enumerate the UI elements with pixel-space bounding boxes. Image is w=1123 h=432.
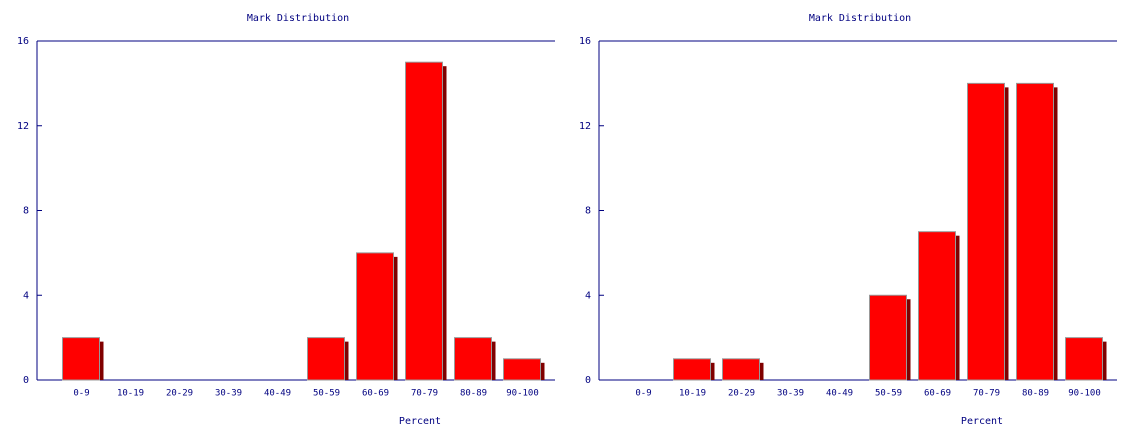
x-tick-label: 20-29 (728, 389, 755, 399)
x-axis-label: Percent (399, 416, 441, 427)
y-tick-label: 12 (579, 121, 591, 132)
x-tick-label: 60-69 (924, 389, 951, 399)
bar (454, 337, 492, 381)
y-tick-label: 12 (17, 121, 29, 132)
y-tick-label: 8 (585, 206, 591, 217)
y-tick-label: 0 (23, 375, 29, 386)
y-tick-label: 4 (585, 290, 591, 301)
x-tick-label: 80-89 (1022, 389, 1049, 399)
x-tick-label: 50-59 (875, 389, 902, 399)
y-tick-label: 16 (17, 36, 29, 47)
bar (918, 231, 956, 381)
x-tick-label: 90-100 (1068, 389, 1101, 399)
bar (405, 61, 443, 381)
bar (503, 358, 541, 381)
bar (722, 358, 760, 381)
x-tick-label: 40-49 (826, 389, 853, 399)
bar (1065, 337, 1103, 381)
x-tick-label: 30-39 (215, 389, 242, 399)
y-tick-label: 16 (579, 36, 591, 47)
bar (869, 294, 907, 381)
chart-title: Mark Distribution (247, 13, 349, 24)
y-tick-label: 8 (23, 206, 29, 217)
x-tick-label: 70-79 (973, 389, 1000, 399)
bar (356, 252, 394, 381)
x-tick-label: 90-100 (506, 389, 539, 399)
bar (307, 337, 345, 381)
x-tick-label: 30-39 (777, 389, 804, 399)
bar (673, 358, 711, 381)
x-tick-label: 50-59 (313, 389, 340, 399)
bar (62, 337, 100, 381)
bar (1016, 82, 1054, 381)
x-tick-label: 20-29 (166, 389, 193, 399)
x-tick-label: 40-49 (264, 389, 291, 399)
x-tick-label: 80-89 (460, 389, 487, 399)
y-tick-label: 0 (585, 375, 591, 386)
x-axis-label: Percent (961, 416, 1003, 427)
y-tick-label: 4 (23, 290, 29, 301)
x-tick-label: 10-19 (679, 389, 706, 399)
chart-title: Mark Distribution (809, 13, 911, 24)
x-tick-label: 0-9 (73, 389, 89, 399)
x-tick-label: 60-69 (362, 389, 389, 399)
x-tick-label: 0-9 (635, 389, 651, 399)
bar (967, 82, 1005, 381)
x-tick-label: 70-79 (411, 389, 438, 399)
x-tick-label: 10-19 (117, 389, 144, 399)
